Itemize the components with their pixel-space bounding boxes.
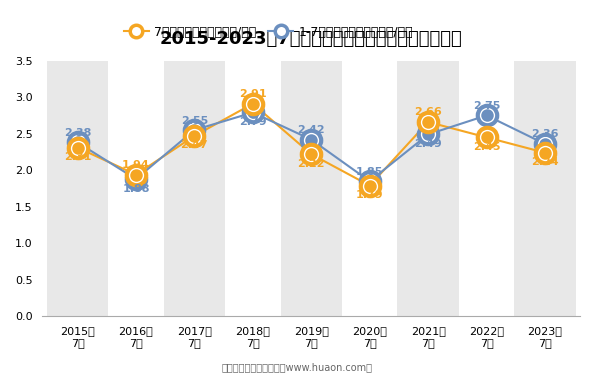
Title: 2015-2023年7月郑州商品交易所甲醇期货成交均价: 2015-2023年7月郑州商品交易所甲醇期货成交均价: [160, 30, 462, 48]
Legend: 7月期货成交均价（万元/手）, 1-7月期货成交均价（万元/手）: 7月期货成交均价（万元/手）, 1-7月期货成交均价（万元/手）: [118, 21, 418, 44]
Text: 2.55: 2.55: [181, 116, 208, 126]
Text: 2.66: 2.66: [414, 107, 442, 117]
Text: 1.85: 1.85: [356, 167, 383, 177]
Text: 1.79: 1.79: [356, 190, 383, 200]
Bar: [47, 61, 108, 316]
Text: 2.47: 2.47: [180, 140, 208, 150]
Text: 2.24: 2.24: [531, 157, 559, 167]
Text: 2.91: 2.91: [239, 89, 267, 99]
Text: 1.94: 1.94: [122, 160, 150, 170]
Bar: [514, 61, 575, 316]
Text: 制图：华经产业研究院（www.huaon.com）: 制图：华经产业研究院（www.huaon.com）: [222, 362, 373, 372]
Text: 2.42: 2.42: [298, 125, 325, 135]
Text: 2.45: 2.45: [473, 142, 500, 152]
Text: 2.22: 2.22: [298, 159, 325, 169]
Text: 1.88: 1.88: [122, 184, 150, 193]
Bar: [164, 61, 225, 316]
Bar: [397, 61, 459, 316]
Text: 2.75: 2.75: [473, 101, 500, 111]
Text: 2.38: 2.38: [64, 128, 91, 138]
Text: 2.49: 2.49: [414, 139, 442, 149]
Text: 2.31: 2.31: [64, 152, 91, 162]
Text: 2.79: 2.79: [239, 117, 267, 127]
Text: 2.36: 2.36: [531, 129, 559, 140]
Bar: [281, 61, 342, 316]
